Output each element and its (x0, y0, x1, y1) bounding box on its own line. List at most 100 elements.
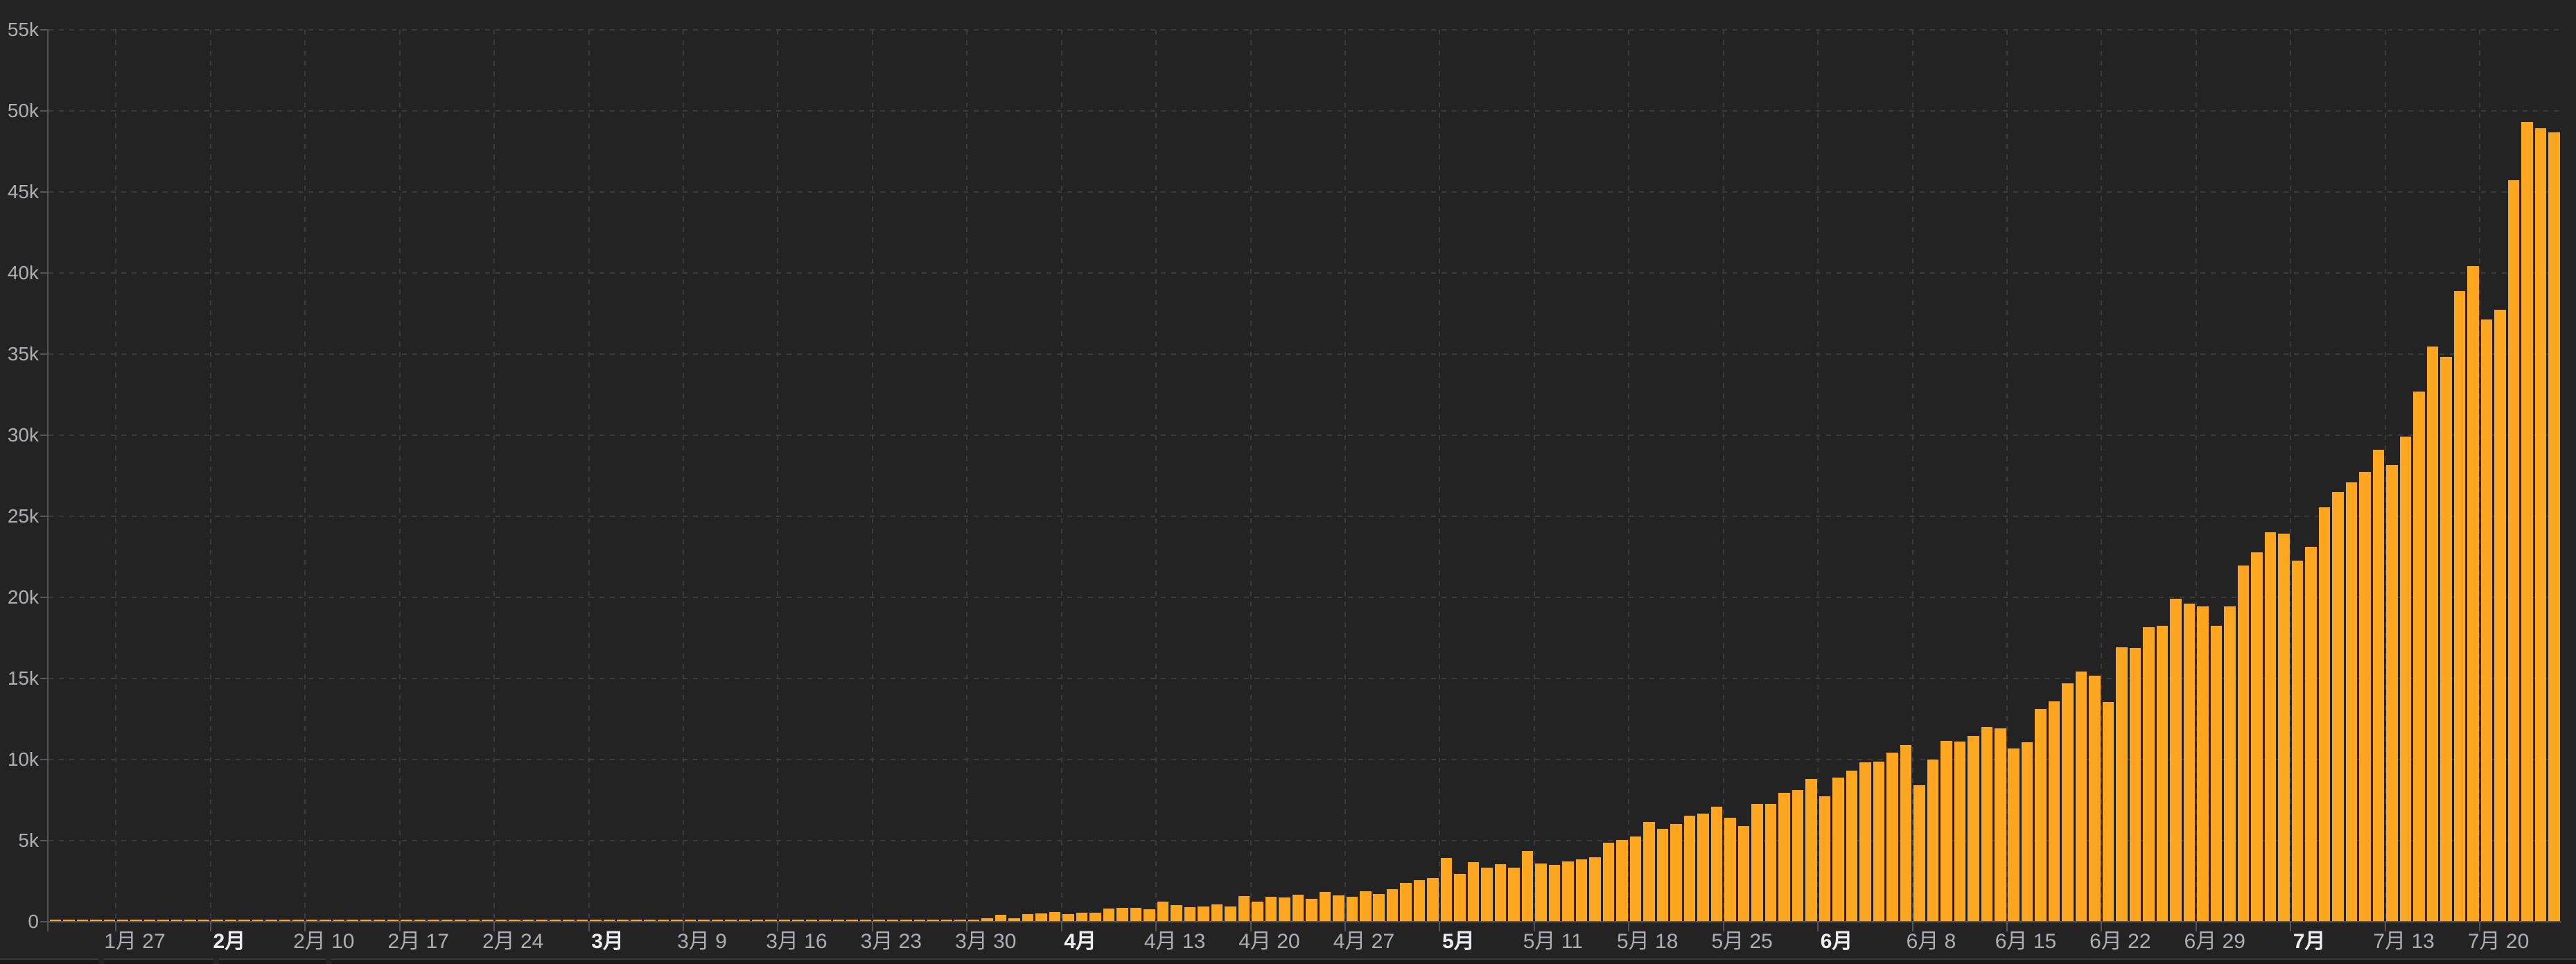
bar[interactable] (143, 920, 156, 922)
bar[interactable] (1386, 889, 1399, 922)
bar[interactable] (1333, 895, 1344, 922)
bar[interactable] (1360, 891, 1372, 922)
bar[interactable] (832, 920, 845, 922)
bar[interactable] (1481, 867, 1493, 922)
bar[interactable] (2345, 482, 2358, 922)
bar[interactable] (846, 920, 858, 922)
bar[interactable] (603, 920, 615, 922)
bar[interactable] (509, 920, 520, 922)
bar[interactable] (1400, 882, 1412, 922)
bar[interactable] (2332, 491, 2344, 922)
bar[interactable] (292, 920, 304, 922)
bar[interactable] (1035, 913, 1047, 922)
bar[interactable] (1427, 878, 1439, 922)
bar[interactable] (1022, 913, 1034, 922)
bar[interactable] (1116, 907, 1128, 922)
bar[interactable] (2170, 599, 2182, 922)
bar[interactable] (1913, 785, 1925, 922)
bar[interactable] (2129, 648, 2141, 922)
bar[interactable] (1995, 728, 2006, 922)
bar[interactable] (536, 920, 547, 922)
bar[interactable] (765, 920, 777, 922)
bar[interactable] (967, 919, 980, 922)
bar[interactable] (2386, 464, 2398, 922)
bar[interactable] (1629, 836, 1642, 922)
bar[interactable] (401, 920, 412, 922)
bar[interactable] (1764, 804, 1777, 922)
bar[interactable] (2372, 449, 2385, 922)
bar[interactable] (2440, 357, 2452, 922)
bar[interactable] (913, 920, 926, 922)
bar[interactable] (1279, 897, 1290, 922)
bar[interactable] (1832, 777, 1844, 922)
bar[interactable] (1319, 892, 1331, 922)
bar[interactable] (495, 920, 507, 922)
bar[interactable] (468, 920, 480, 922)
bar[interactable] (940, 919, 953, 922)
bar[interactable] (563, 920, 575, 922)
bar[interactable] (225, 920, 237, 922)
bar[interactable] (1791, 789, 1804, 922)
bar[interactable] (2534, 128, 2546, 922)
bar[interactable] (2453, 290, 2466, 922)
bar[interactable] (995, 914, 1007, 922)
bar[interactable] (1697, 814, 1709, 922)
bar[interactable] (441, 920, 453, 922)
bar[interactable] (157, 920, 169, 922)
bar[interactable] (590, 920, 602, 922)
bar[interactable] (1575, 859, 1588, 922)
bar[interactable] (1724, 817, 1736, 922)
bar[interactable] (2183, 603, 2196, 922)
bar[interactable] (954, 920, 966, 922)
bar[interactable] (455, 920, 466, 922)
bar[interactable] (2399, 436, 2412, 922)
bar[interactable] (1413, 880, 1426, 922)
bar[interactable] (1238, 896, 1250, 922)
bar[interactable] (1562, 861, 1574, 922)
bar[interactable] (76, 920, 88, 922)
bar[interactable] (711, 920, 723, 922)
bar[interactable] (1535, 863, 1547, 922)
bar[interactable] (211, 920, 223, 922)
bar[interactable] (2062, 683, 2074, 922)
bar[interactable] (170, 920, 183, 922)
bar[interactable] (1265, 897, 1277, 922)
bar[interactable] (900, 920, 912, 922)
bar[interactable] (2156, 625, 2168, 922)
bar[interactable] (2278, 533, 2290, 922)
bar[interactable] (1373, 894, 1385, 922)
bar[interactable] (2089, 675, 2101, 922)
bar[interactable] (792, 920, 804, 922)
bar[interactable] (859, 920, 872, 922)
bar[interactable] (1467, 862, 1480, 922)
bar[interactable] (306, 920, 318, 922)
bar[interactable] (1184, 907, 1196, 922)
bar[interactable] (1157, 901, 1169, 922)
bar[interactable] (617, 920, 629, 922)
bar[interactable] (414, 920, 426, 922)
bar[interactable] (1440, 858, 1453, 922)
bar[interactable] (1805, 779, 1817, 922)
bar[interactable] (1225, 906, 1236, 922)
bar[interactable] (1643, 822, 1655, 922)
bar[interactable] (1144, 909, 1155, 922)
bar[interactable] (347, 920, 358, 922)
bar[interactable] (725, 920, 737, 922)
bar[interactable] (1062, 913, 1074, 922)
bar[interactable] (2507, 180, 2519, 922)
bar[interactable] (238, 920, 250, 922)
bar[interactable] (2021, 742, 2033, 922)
bar[interactable] (103, 920, 115, 922)
bar[interactable] (1049, 911, 1061, 922)
bar[interactable] (1292, 895, 1304, 922)
bar[interactable] (1751, 804, 1763, 922)
bar[interactable] (1710, 806, 1723, 922)
bar[interactable] (1846, 771, 1858, 922)
bar[interactable] (873, 920, 885, 922)
bar[interactable] (1778, 792, 1790, 922)
bar[interactable] (1306, 899, 1317, 922)
bar[interactable] (1252, 902, 1263, 922)
bar[interactable] (738, 920, 750, 922)
bar[interactable] (387, 920, 399, 922)
bar[interactable] (1968, 735, 1979, 922)
